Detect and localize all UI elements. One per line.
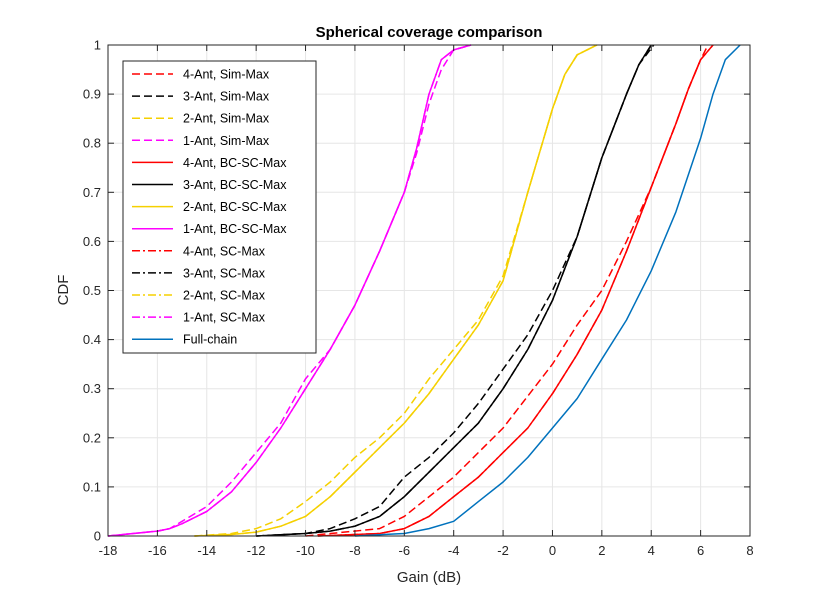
- legend-entry-label: 1-Ant, Sim-Max: [183, 134, 270, 148]
- x-tick-label: -16: [148, 543, 167, 558]
- y-tick-label: 0.5: [83, 283, 101, 298]
- legend-entry-label: 2-Ant, SC-Max: [183, 289, 266, 303]
- x-tick-label: -2: [497, 543, 509, 558]
- y-tick-label: 0.8: [83, 136, 101, 151]
- y-tick-label: 0.4: [83, 332, 101, 347]
- y-tick-label: 0.7: [83, 185, 101, 200]
- legend-entry-label: 1-Ant, BC-SC-Max: [183, 222, 287, 236]
- legend: 4-Ant, Sim-Max 3-Ant, Sim-Max 2-Ant, Sim-M…: [122, 60, 317, 354]
- x-axis-label: Gain (dB): [397, 569, 461, 586]
- legend-entry-label: 3-Ant, SC-Max: [183, 266, 266, 280]
- x-tick-label: -8: [349, 543, 361, 558]
- x-tick-label: 6: [697, 543, 704, 558]
- legend-entry-label: 4-Ant, SC-Max: [183, 244, 266, 258]
- legend-entry-label: 3-Ant, Sim-Max: [183, 90, 270, 104]
- y-axis-label: CDF: [55, 275, 72, 306]
- series-line-3-ant-sc-max: [256, 44, 652, 537]
- series-lines: [107, 44, 741, 537]
- chart-title: Spherical coverage comparison: [316, 24, 543, 41]
- legend-entry-label: Full-chain: [183, 333, 237, 347]
- y-tick-label: 0.1: [83, 479, 101, 494]
- series-line-full-chain: [354, 44, 741, 537]
- legend-entry-label: 4-Ant, Sim-Max: [183, 68, 270, 82]
- x-tick-label: -4: [448, 543, 460, 558]
- x-tick-label: -12: [247, 543, 266, 558]
- x-tick-label: 4: [648, 543, 655, 558]
- series-line-1-ant-sc-max: [107, 44, 472, 537]
- x-tick-label: 2: [598, 543, 605, 558]
- legend-entry-label: 1-Ant, SC-Max: [183, 311, 266, 325]
- series-line-4-ant-sc-max: [317, 44, 714, 537]
- y-tick-label: 0: [94, 529, 101, 544]
- x-tick-label: -10: [296, 543, 315, 558]
- y-tick-label: 0.6: [83, 234, 101, 249]
- x-tick-label: 0: [549, 543, 556, 558]
- series-line-1-ant-sim-max: [107, 44, 472, 537]
- x-tick-label: -18: [99, 543, 118, 558]
- y-tick-label: 1: [94, 38, 101, 53]
- legend-entry-label: 3-Ant, BC-SC-Max: [183, 178, 287, 192]
- x-tick-label: -6: [399, 543, 411, 558]
- legend-entry-label: 2-Ant, Sim-Max: [183, 112, 270, 126]
- y-tick-label: 0.3: [83, 381, 101, 396]
- y-tick-label: 0.2: [83, 430, 101, 445]
- axis-ticks: -18 -16 -14 -12 -10 -8 -6 -4 -2 0 2 4 6 8 0 0.1 0.2 0.3 0.…: [83, 38, 754, 559]
- legend-entry-label: 2-Ant, BC-SC-Max: [183, 200, 287, 214]
- x-tick-label: -14: [197, 543, 216, 558]
- x-tick-label: 8: [746, 543, 753, 558]
- series-line-2-ant-sc-max: [194, 44, 598, 537]
- legend-entry-label: 4-Ant, BC-SC-Max: [183, 156, 287, 170]
- y-tick-label: 0.9: [83, 87, 101, 102]
